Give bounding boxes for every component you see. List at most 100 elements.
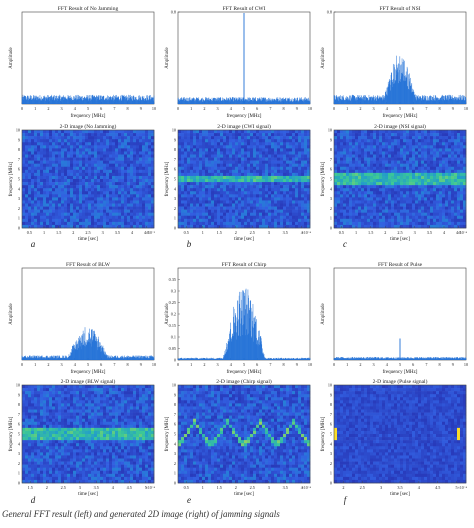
heat-cell [55, 170, 58, 173]
heat-cell [235, 133, 238, 136]
heat-cell [418, 219, 421, 222]
heat-cell [202, 200, 205, 203]
heat-cell [184, 173, 187, 176]
heat-cell [55, 164, 58, 167]
heat-cell [49, 200, 52, 203]
heat-cell [229, 158, 232, 161]
heat-cell [106, 403, 109, 406]
heat-cell [79, 191, 82, 194]
heat-cell [355, 161, 358, 164]
heat-cell [343, 139, 346, 142]
heat-cell [250, 164, 253, 167]
heat-cell [187, 173, 190, 176]
heat-cell [196, 191, 199, 194]
heat-cell [115, 179, 118, 182]
heat-cell [142, 213, 145, 216]
heat-cell [40, 136, 43, 139]
heat-cell [139, 173, 142, 176]
heat-cell [340, 216, 343, 219]
heat-cell [430, 173, 433, 176]
heat-cell [94, 216, 97, 219]
heat-cell [424, 197, 427, 200]
heat-cell [433, 188, 436, 191]
heat-cell [181, 164, 184, 167]
heat-cell [40, 388, 43, 391]
heat-cell [358, 182, 361, 185]
heat-cell [379, 133, 382, 136]
y-tick-label: 3 [174, 196, 176, 201]
heat-cell [397, 145, 400, 148]
heat-cell [94, 391, 97, 394]
heat-cell [241, 219, 244, 222]
heat-cell [118, 167, 121, 170]
heat-cell [112, 145, 115, 148]
heat-cell [385, 167, 388, 170]
heat-cell [355, 158, 358, 161]
heat-cell [379, 161, 382, 164]
heat-cell [31, 200, 34, 203]
heat-cell [52, 173, 55, 176]
heat-cell [184, 194, 187, 197]
heat-cell [130, 142, 133, 145]
x-tick-label: 7 [113, 106, 115, 111]
heat-cell [88, 179, 91, 182]
heat-cell [34, 185, 37, 188]
heat-cell [349, 151, 352, 154]
heat-cell [76, 391, 79, 394]
heat-cell [304, 151, 307, 154]
heat-cell [106, 148, 109, 151]
heat-cell [241, 222, 244, 225]
heat-cell [271, 167, 274, 170]
heat-cell [217, 164, 220, 167]
heat-cell [226, 151, 229, 154]
heat-cell [145, 136, 148, 139]
heat-cell [52, 200, 55, 203]
heat-cell [202, 167, 205, 170]
heat-cell [196, 200, 199, 203]
heat-cell [88, 213, 91, 216]
heat-cell [67, 416, 70, 419]
heat-cell [61, 167, 64, 170]
heat-cell [142, 410, 145, 413]
heat-cell [442, 185, 445, 188]
heat-cell [52, 216, 55, 219]
heat-cell [112, 191, 115, 194]
heat-cell [178, 155, 181, 158]
heat-cell [298, 176, 301, 179]
heat-cell [115, 173, 118, 176]
heat-cell [124, 148, 127, 151]
heat-cell [40, 204, 43, 207]
heat-cell [289, 213, 292, 216]
heat-cell [370, 164, 373, 167]
heat-cell [376, 173, 379, 176]
heat-cell [115, 188, 118, 191]
heat-cell [112, 155, 115, 158]
heat-cell [37, 204, 40, 207]
heat-cell [133, 130, 136, 133]
heat-cell [388, 173, 391, 176]
heat-cell [436, 188, 439, 191]
heat-cell [349, 210, 352, 213]
heat-cell [424, 191, 427, 194]
heat-cell [436, 191, 439, 194]
heat-cell [205, 210, 208, 213]
heat-cell [427, 158, 430, 161]
heat-cell [364, 130, 367, 133]
heat-cell [100, 142, 103, 145]
heat-cell [190, 176, 193, 179]
heat-cell [85, 394, 88, 397]
heat-cell [418, 170, 421, 173]
heat-cell [259, 191, 262, 194]
heat-cell [133, 403, 136, 406]
heat-cell [226, 139, 229, 142]
x-tick-label: 3 [373, 362, 375, 367]
heat-cell [220, 133, 223, 136]
heat-cell [349, 207, 352, 210]
heat-cell [286, 130, 289, 133]
heat-cell [271, 161, 274, 164]
heat-cell [85, 182, 88, 185]
heat-cell [91, 222, 94, 225]
heat-cell [394, 139, 397, 142]
heat-cell [55, 204, 58, 207]
heat-cell [394, 151, 397, 154]
